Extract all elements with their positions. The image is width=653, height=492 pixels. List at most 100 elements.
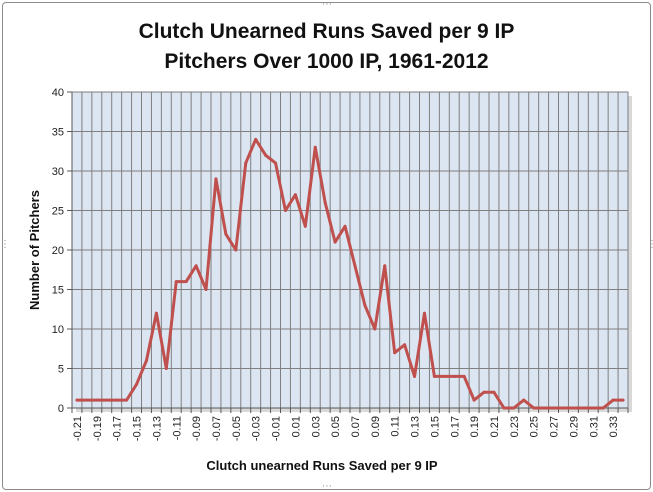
data-point — [115, 398, 119, 402]
data-point — [542, 406, 546, 410]
data-point — [105, 398, 109, 402]
x-tick-label: 0.19 — [469, 416, 481, 437]
x-tick-label: -0.01 — [271, 416, 283, 441]
y-tick-label: 20 — [52, 245, 64, 257]
data-point — [363, 303, 367, 307]
x-tick-label: -0.09 — [191, 416, 203, 441]
data-point — [621, 398, 625, 402]
x-tick-label: -0.07 — [211, 416, 223, 441]
data-point — [323, 201, 327, 205]
data-point — [333, 240, 337, 244]
data-point — [85, 398, 89, 402]
data-point — [293, 193, 297, 197]
x-tick-label: 0.07 — [350, 416, 362, 437]
data-point — [204, 288, 208, 291]
data-point — [313, 145, 317, 149]
data-point — [492, 390, 496, 394]
data-point — [353, 264, 357, 268]
data-point — [373, 327, 377, 331]
y-tick-label: 10 — [52, 324, 64, 336]
x-tick-label: 0.29 — [568, 416, 580, 437]
data-point — [462, 374, 466, 378]
data-point — [422, 311, 426, 315]
data-point — [581, 406, 585, 410]
data-point — [244, 161, 248, 165]
data-point — [164, 367, 168, 370]
data-point — [512, 406, 516, 410]
y-tick-label: 0 — [58, 403, 64, 415]
data-point — [522, 398, 526, 402]
x-tick-label: 0.11 — [390, 416, 402, 437]
series-line — [75, 137, 625, 410]
x-tick-label: -0.13 — [151, 416, 163, 441]
y-tick-label: 30 — [52, 166, 64, 178]
resize-handle-bottom[interactable]: ⋯ — [322, 481, 332, 492]
y-tick-label: 15 — [52, 285, 64, 297]
chart-title-line-1: Clutch Unearned Runs Saved per 9 IP — [138, 20, 515, 43]
data-point — [552, 406, 556, 410]
y-tick-label: 5 — [58, 364, 64, 376]
data-point — [611, 398, 615, 402]
data-point — [75, 398, 79, 402]
x-tick-label: -0.05 — [231, 416, 243, 441]
data-point — [413, 374, 417, 378]
data-point — [224, 232, 228, 236]
data-point — [95, 398, 99, 402]
y-axis-label: Number of Pitchers — [27, 190, 42, 310]
x-tick-label: -0.03 — [251, 416, 263, 441]
resize-handle-left[interactable]: ⋮ — [0, 239, 10, 250]
data-point — [303, 224, 307, 228]
x-tick-label: 0.23 — [509, 416, 521, 437]
data-point — [532, 406, 536, 410]
y-tick-label: 40 — [52, 87, 64, 99]
data-point — [125, 398, 129, 402]
data-point — [601, 406, 605, 410]
series-layer — [75, 137, 625, 410]
data-point — [184, 280, 188, 284]
data-point — [264, 153, 268, 157]
x-tick-label: -0.19 — [92, 416, 104, 441]
x-tick-label: 0.25 — [529, 416, 541, 437]
data-point — [442, 374, 446, 378]
data-point — [403, 343, 407, 347]
data-point — [502, 406, 506, 410]
x-tick-label: 0.27 — [549, 416, 561, 437]
data-point — [561, 406, 565, 410]
data-point — [234, 248, 238, 252]
data-point — [274, 161, 278, 165]
gridlines — [71, 91, 629, 409]
data-point — [343, 224, 347, 228]
data-point — [154, 311, 158, 315]
data-point — [452, 374, 456, 378]
data-point — [174, 280, 178, 284]
data-point — [383, 264, 387, 268]
x-tick-label: 0.31 — [588, 416, 600, 437]
x-tick-label: 0.09 — [370, 416, 382, 437]
y-tick-label: 35 — [52, 127, 64, 139]
data-point — [591, 406, 595, 410]
x-tick-label: 0.15 — [429, 416, 441, 437]
x-tick-label: 0.13 — [410, 416, 422, 437]
data-point — [254, 137, 258, 141]
data-point — [214, 177, 218, 181]
x-tick-label: -0.21 — [72, 416, 84, 441]
resize-handle-top[interactable]: ⋯ — [322, 0, 332, 10]
x-tick-label: 0.33 — [608, 416, 620, 437]
data-point — [571, 406, 575, 410]
data-point — [393, 351, 397, 355]
x-tick-label: -0.17 — [112, 416, 124, 441]
chart-title-line-2: Pitchers Over 1000 IP, 1961-2012 — [164, 50, 489, 73]
x-tick-label: -0.11 — [171, 416, 183, 440]
x-tick-label: 0.03 — [310, 416, 322, 437]
data-point — [482, 390, 486, 394]
x-axis-label: Clutch unearned Runs Saved per 9 IP — [206, 458, 437, 473]
resize-handle-right[interactable]: ⋮ — [647, 239, 653, 250]
x-tick-label: 0.05 — [330, 416, 342, 437]
x-tick-label: -0.15 — [132, 416, 144, 441]
x-tick-label: 0.17 — [449, 416, 461, 437]
x-tick-label: 0.01 — [290, 416, 302, 437]
data-point — [432, 374, 436, 378]
data-point — [283, 209, 287, 212]
data-point — [194, 264, 198, 268]
